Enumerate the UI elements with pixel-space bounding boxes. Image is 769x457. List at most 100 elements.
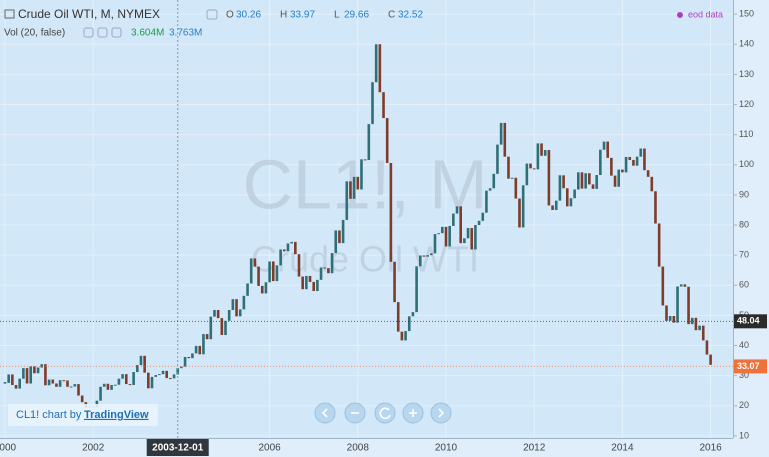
candle [47, 379, 51, 386]
candle [580, 172, 584, 189]
candle [463, 238, 466, 244]
candle [565, 188, 569, 207]
volume-icon[interactable] [83, 27, 94, 38]
candle [73, 384, 77, 387]
candle [80, 395, 84, 403]
candles [3, 44, 712, 408]
candle [158, 374, 161, 376]
ohlc-label: L [334, 10, 340, 21]
candle [643, 148, 646, 171]
credit-link[interactable]: TradingView [84, 409, 149, 421]
candle [62, 380, 66, 382]
candle [554, 200, 558, 210]
candle [363, 159, 367, 161]
y-tick-label: 90 [739, 189, 749, 199]
x-tick-label: 2008 [347, 443, 370, 454]
candle [154, 375, 157, 377]
scroll-left[interactable] [314, 402, 336, 424]
candle [422, 255, 426, 257]
y-tick-label: 130 [739, 69, 754, 79]
x-tick-label: 2012 [523, 443, 546, 454]
candle [400, 331, 404, 341]
candle [599, 149, 602, 176]
y-tick-label: 150 [739, 9, 754, 19]
ohlc-value: 30.26 [236, 10, 261, 21]
candle [128, 384, 132, 386]
candle [437, 233, 440, 235]
candle [264, 282, 268, 294]
candle [404, 331, 407, 341]
price-axis-background [734, 0, 769, 457]
crosshair-label-bg [146, 439, 209, 456]
candle [367, 124, 371, 160]
candle [474, 225, 477, 250]
candle [216, 309, 220, 319]
y-tick-label: 70 [739, 250, 749, 260]
candle [183, 356, 187, 367]
candle [683, 284, 687, 287]
candle [143, 355, 146, 373]
candle [488, 188, 492, 191]
settings-icon[interactable] [206, 9, 218, 20]
y-tick-label: 10 [739, 430, 749, 440]
candle [628, 156, 632, 160]
candle [617, 169, 621, 187]
candle [558, 175, 562, 201]
candle [389, 162, 393, 262]
candle [679, 284, 683, 287]
x-tick-label: 2014 [611, 443, 634, 454]
candle [44, 364, 47, 386]
volume-label: Vol (20, false) [4, 28, 65, 39]
candle [602, 141, 606, 150]
candle [58, 380, 62, 387]
candle [352, 176, 356, 199]
price-label: 33.07 [737, 361, 760, 371]
plot-background [0, 0, 734, 457]
y-tick-label: 100 [739, 159, 754, 169]
candle [430, 253, 433, 256]
candle [378, 44, 382, 93]
candle [562, 175, 565, 189]
candle [510, 177, 514, 179]
candle [271, 261, 275, 282]
candle [69, 386, 73, 388]
candle [654, 191, 657, 224]
candle [514, 177, 518, 199]
credit-text: CL1! chart by [16, 409, 82, 421]
y-tick-label: 120 [739, 99, 754, 109]
volume-legend: 3.604M 3.763M [131, 28, 202, 39]
candle [11, 374, 14, 386]
candle [117, 378, 121, 385]
chart-title: Crude Oil WTI, M, NYMEX [18, 7, 160, 21]
candle [540, 143, 543, 156]
candle [33, 366, 36, 374]
candle [235, 299, 238, 317]
candle [260, 285, 264, 294]
glyph-plus [409, 409, 417, 417]
candle [147, 372, 150, 389]
candle [283, 249, 286, 252]
axes: 1020304050607080901001101201301401502000… [0, 9, 767, 456]
candle [275, 265, 279, 282]
candle [341, 219, 345, 244]
price-label: 48.04 [737, 316, 760, 326]
candle [588, 173, 591, 185]
candle [110, 385, 113, 390]
candle [301, 276, 304, 290]
volume-close[interactable] [111, 27, 122, 38]
series-icon[interactable] [4, 9, 15, 19]
candle [547, 150, 551, 206]
price-label-bg [734, 359, 767, 374]
eod-note: eod data [688, 9, 723, 19]
candle [22, 368, 25, 379]
candle [294, 241, 297, 255]
volume-settings[interactable] [97, 27, 108, 38]
eod-dot [677, 12, 683, 18]
candle [198, 345, 202, 355]
candle [242, 295, 246, 310]
scroll-right[interactable] [430, 402, 452, 424]
candle [676, 286, 679, 323]
reset[interactable] [374, 402, 396, 424]
